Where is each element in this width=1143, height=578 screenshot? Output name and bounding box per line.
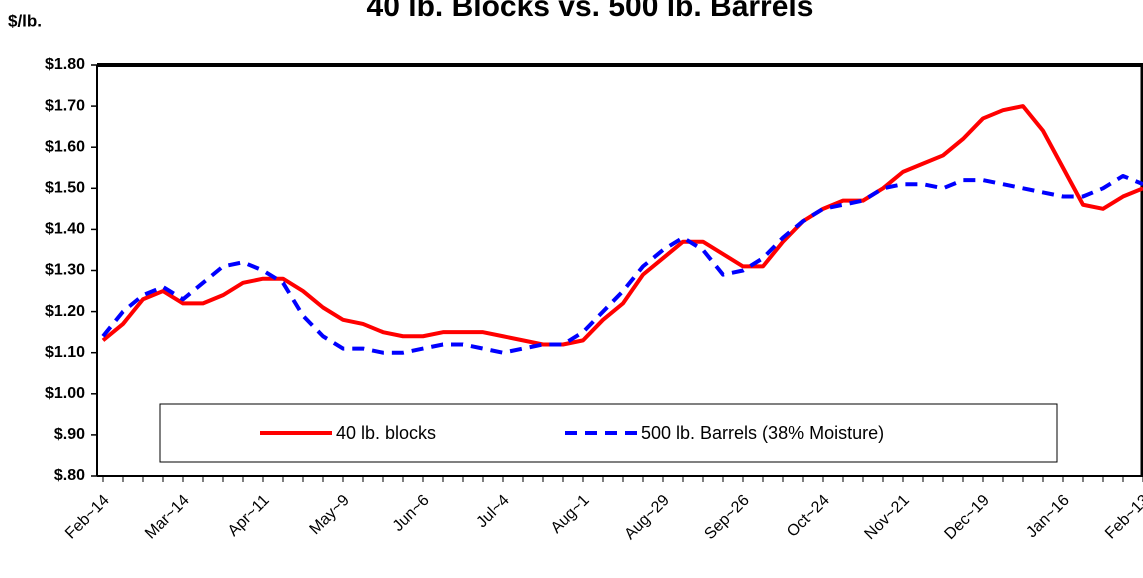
legend-label: 40 lb. blocks	[336, 423, 436, 443]
x-tick-label: Sep~26	[701, 492, 752, 543]
series-line	[101, 173, 1143, 355]
y-tick-label: $1.10	[45, 344, 85, 361]
y-tick-label: $1.30	[45, 262, 85, 279]
x-tick-label: Jul~4	[473, 492, 512, 531]
x-tick-label: Feb~13	[1102, 492, 1143, 543]
x-tick-label: Dec~19	[941, 492, 992, 543]
y-tick-label: $1.50	[45, 180, 85, 197]
x-tick-label: Jun~6	[390, 492, 433, 535]
x-tick-label: Apr~11	[225, 492, 273, 540]
legend-label: 500 lb. Barrels (38% Moisture)	[641, 423, 884, 443]
y-tick-label: $1.70	[45, 97, 85, 114]
series-line	[101, 104, 1143, 347]
y-tick-label: $1.20	[45, 303, 85, 320]
y-tick-label: $.90	[54, 426, 85, 443]
chart-title: 40 lb. Blocks vs. 500 lb. Barrels	[367, 0, 814, 23]
y-tick-label: $1.80	[45, 56, 85, 73]
x-tick-label: Aug~29	[621, 492, 672, 543]
y-tick-label: $1.00	[45, 385, 85, 402]
x-tick-label: Jan~16	[1023, 492, 1073, 542]
x-tick-label: May~9	[307, 492, 353, 538]
x-tick-label: Feb~14	[62, 492, 113, 543]
y-tick-label: $1.60	[45, 138, 85, 155]
x-tick-label: Aug~1	[548, 492, 593, 537]
y-tick-label: $.80	[54, 467, 85, 484]
y-axis-label: $/lb.	[8, 11, 42, 30]
y-tick-label: $1.40	[45, 221, 85, 238]
x-tick-label: Mar~14	[142, 492, 193, 543]
x-tick-label: Nov~21	[861, 492, 912, 543]
x-tick-label: Oct~24	[784, 492, 833, 541]
